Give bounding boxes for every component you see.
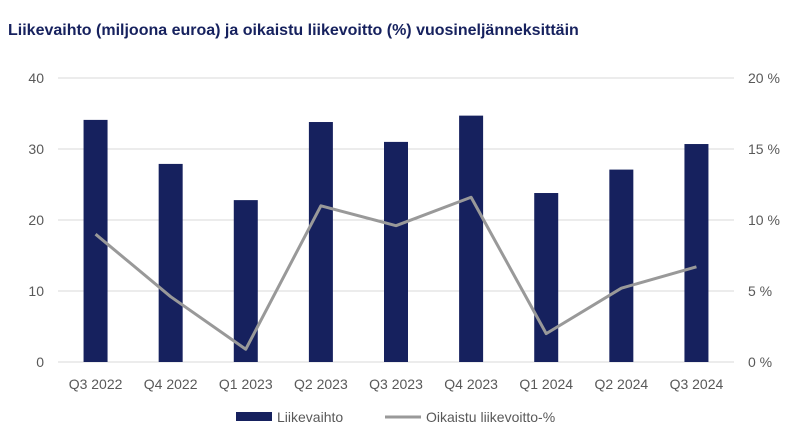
y-right-tick-label: 0 % bbox=[748, 354, 772, 370]
y-left-tick-label: 20 bbox=[28, 212, 44, 228]
y-right-tick-label: 5 % bbox=[748, 283, 772, 299]
chart-title: Liikevaihto (miljoona euroa) ja oikaistu… bbox=[8, 22, 579, 39]
x-tick-label: Q3 2022 bbox=[69, 376, 123, 392]
legend-label: Liikevaihto bbox=[277, 409, 343, 425]
legend-swatch-bar bbox=[236, 412, 272, 421]
bar bbox=[308, 122, 333, 363]
y-left-tick-label: 10 bbox=[28, 283, 44, 299]
x-tick-label: Q3 2023 bbox=[369, 376, 423, 392]
bar bbox=[684, 144, 709, 362]
line-series bbox=[94, 195, 697, 351]
y-left-tick-label: 30 bbox=[28, 141, 44, 157]
bar bbox=[459, 115, 484, 362]
bar bbox=[609, 169, 634, 362]
x-tick-label: Q4 2023 bbox=[444, 376, 498, 392]
y-right-tick-label: 15 % bbox=[748, 141, 780, 157]
y-right-tick-label: 20 % bbox=[748, 70, 780, 86]
x-tick-label: Q1 2024 bbox=[519, 376, 573, 392]
x-tick-label: Q3 2024 bbox=[670, 376, 724, 392]
y-right-tick-label: 10 % bbox=[748, 212, 780, 228]
y-left-tick-label: 0 bbox=[36, 354, 44, 370]
bar bbox=[384, 141, 408, 362]
legend-label: Oikaistu liikevoitto-% bbox=[426, 409, 555, 425]
y-left-tick-label: 40 bbox=[28, 70, 44, 86]
bar bbox=[534, 193, 559, 362]
x-tick-label: Q1 2023 bbox=[219, 376, 273, 392]
bar bbox=[233, 200, 258, 362]
x-tick-label: Q2 2023 bbox=[294, 376, 348, 392]
x-tick-label: Q2 2024 bbox=[594, 376, 648, 392]
bar bbox=[158, 163, 183, 362]
x-tick-label: Q4 2022 bbox=[144, 376, 198, 392]
